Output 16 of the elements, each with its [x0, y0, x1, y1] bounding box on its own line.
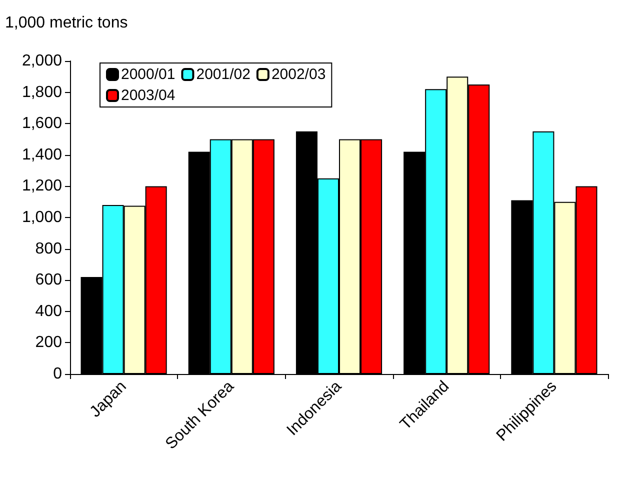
- y-tick-label: 400: [35, 302, 62, 320]
- y-tick-label: 1,600: [22, 115, 62, 132]
- legend-label: 2003/04: [121, 87, 176, 104]
- y-tick-label: 2,000: [22, 52, 62, 70]
- legend-label: 2001/02: [196, 66, 250, 83]
- y-tick-label: 1,000: [22, 209, 62, 226]
- y-tick-label: 1,800: [22, 84, 62, 101]
- y-tick-label: 0: [53, 366, 62, 382]
- y-tick-label: 800: [35, 240, 62, 258]
- legend-label: 2000/01: [121, 66, 176, 83]
- y-tick-label: 1,200: [22, 178, 62, 195]
- y-tick-label: 600: [35, 272, 62, 289]
- legend-label: 2002/03: [271, 66, 326, 83]
- y-tick-label: 1,400: [22, 146, 62, 164]
- y-tick-label: 200: [35, 334, 62, 352]
- y-axis-title: 1,000 metric tons: [5, 14, 128, 32]
